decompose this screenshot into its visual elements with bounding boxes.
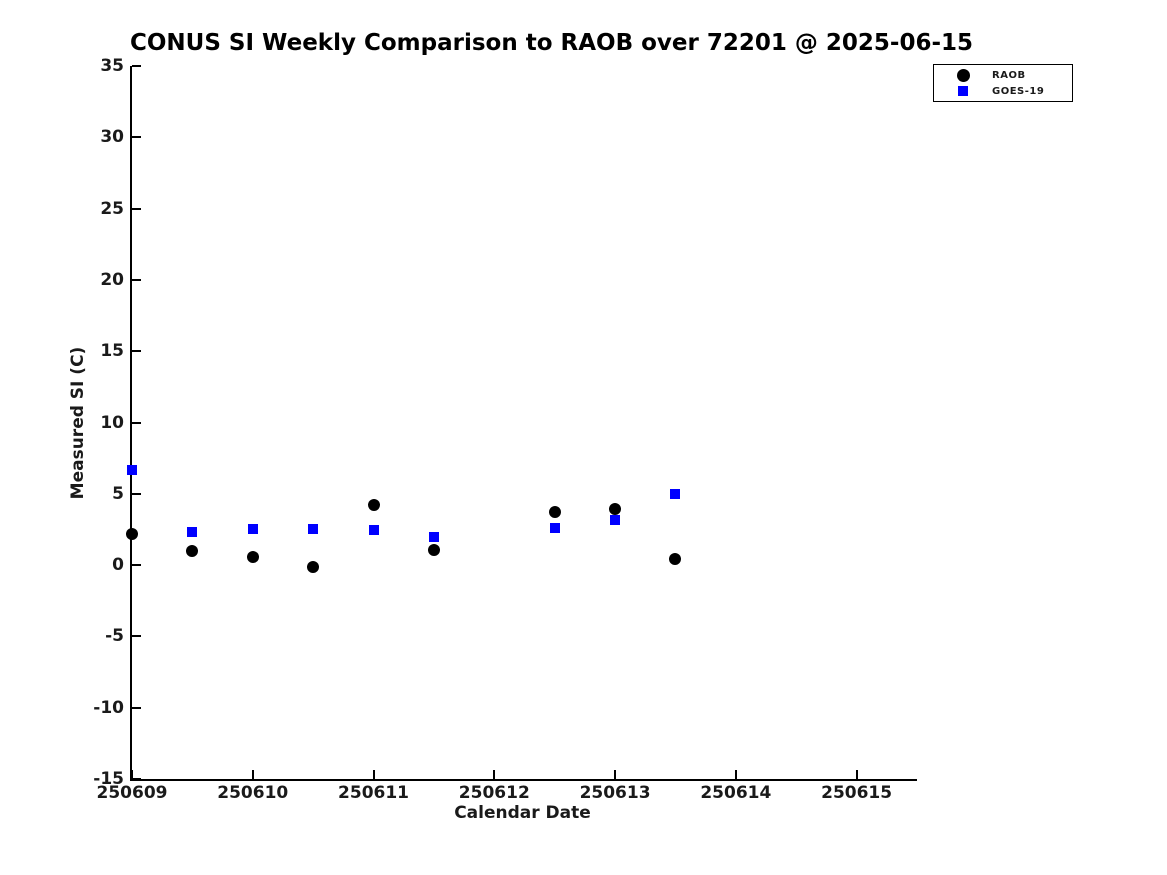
data-point-raob [126, 527, 138, 540]
y-tick-label: 0 [112, 555, 124, 576]
y-tick-label: 5 [112, 483, 124, 504]
data-point-raob [669, 552, 682, 565]
data-point-raob [307, 561, 320, 574]
data-point-raob [246, 551, 259, 564]
plot-area: -15 -10 -5 0 5 10 15 20 25 30 35 250609 250610 250611… [93, 56, 917, 803]
x-tick-label: 250615 [821, 783, 893, 803]
x-tick-label: 250609 [96, 783, 168, 803]
data-point-goes-19 [247, 524, 258, 535]
y-tick-label: -10 [93, 697, 124, 718]
legend-label-goes19: GOES-19 [992, 85, 1045, 97]
y-tick-mark [132, 564, 141, 567]
y-tick-mark [132, 421, 141, 424]
x-tick-mark [372, 770, 375, 779]
y-tick-mark [132, 635, 141, 638]
x-tick-label: 250612 [458, 783, 530, 803]
y-tick-label: 15 [100, 341, 124, 362]
y-tick-label: 25 [100, 198, 124, 219]
chart-title: CONUS SI Weekly Comparison to RAOB over … [130, 30, 974, 56]
x-tick-mark [493, 770, 496, 779]
x-tick-mark [734, 770, 737, 779]
y-tick-label: -5 [105, 626, 124, 647]
y-tick-label: -15 [93, 769, 124, 789]
x-tick-label: 250613 [579, 783, 651, 803]
legend-label-raob: RAOB [992, 69, 1026, 81]
data-point-raob [427, 544, 440, 557]
goes19-square-icon [958, 86, 968, 96]
legend-row-goes19: GOES-19 [934, 83, 1072, 99]
y-tick-mark [132, 778, 141, 780]
data-point-raob [609, 502, 622, 515]
y-tick-mark [132, 492, 141, 495]
y-tick-mark [132, 65, 141, 67]
data-point-goes-19 [308, 523, 319, 534]
y-axis-label: Measured SI (C) [68, 346, 88, 500]
x-tick-label: 250611 [338, 783, 410, 803]
data-point-raob [548, 506, 561, 519]
data-point-goes-19 [670, 488, 681, 499]
data-point-raob [367, 499, 380, 512]
x-tick-mark [131, 770, 133, 779]
data-point-goes-19 [549, 523, 560, 534]
y-tick-mark [132, 207, 141, 210]
y-tick-mark [132, 706, 141, 709]
legend-row-raob: RAOB [934, 67, 1072, 83]
data-point-raob [186, 544, 199, 557]
raob-circle-icon [956, 68, 970, 82]
x-tick-label: 250614 [700, 783, 772, 803]
data-point-goes-19 [610, 515, 621, 526]
x-tick-mark [855, 770, 858, 779]
x-tick-mark [614, 770, 617, 779]
legend: RAOB GOES-19 [933, 64, 1073, 102]
y-tick-mark [132, 278, 141, 281]
data-point-goes-19 [428, 532, 439, 543]
y-tick-mark [132, 350, 141, 353]
data-point-goes-19 [127, 464, 137, 475]
y-tick-label: 35 [100, 56, 124, 76]
data-point-goes-19 [187, 526, 198, 537]
x-tick-mark [251, 770, 254, 779]
data-point-goes-19 [368, 525, 379, 536]
y-tick-label: 30 [100, 127, 124, 148]
y-tick-mark [132, 136, 141, 139]
y-tick-label: 20 [100, 269, 124, 290]
x-axis-label: Calendar Date [454, 803, 591, 823]
x-tick-label: 250610 [217, 783, 289, 803]
y-tick-label: 10 [100, 412, 124, 433]
